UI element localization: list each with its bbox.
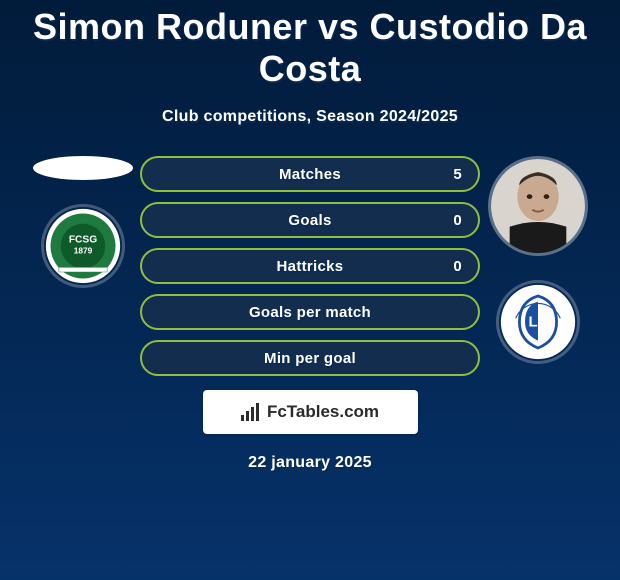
page-title: Simon Roduner vs Custodio Da Costa [0,6,620,90]
stat-label: Goals per match [249,304,371,321]
stat-label: Matches [279,166,341,183]
stat-row-matches: Matches 5 [140,156,480,192]
brand-text: FcTables.com [241,402,379,422]
club-right-logo: LS [496,280,580,364]
stat-row-goals-per-match: Goals per match [140,294,480,330]
club-left-logo: FCSG 1879 [41,204,125,288]
player-left-avatar-placeholder [33,156,133,180]
stat-row-goals: Goals 0 [140,202,480,238]
stats-column: Matches 5 Goals 0 Hattricks 0 Goals per … [140,156,480,472]
stat-row-min-per-goal: Min per goal [140,340,480,376]
stat-label: Goals [288,212,331,229]
stat-label: Hattricks [277,258,344,275]
right-player-column: LS [480,156,595,364]
svg-text:FCSG: FCSG [68,234,96,245]
person-icon [491,156,585,256]
lausanne-icon: LS [499,280,577,364]
subtitle: Club competitions, Season 2024/2025 [162,108,458,126]
stat-label: Min per goal [264,350,356,367]
brand-label: FcTables.com [267,402,379,422]
brand-badge: FcTables.com [203,390,418,434]
fcsg-icon: FCSG 1879 [44,204,122,288]
stat-row-hattricks: Hattricks 0 [140,248,480,284]
bar-chart-icon [241,403,261,421]
svg-text:1879: 1879 [73,245,92,255]
stat-right-value: 5 [453,166,462,183]
infographic-container: Simon Roduner vs Custodio Da Costa Club … [0,0,620,580]
left-player-column: FCSG 1879 [25,156,140,288]
content-row: FCSG 1879 Matches 5 Goals 0 Hattricks [0,156,620,472]
stat-right-value: 0 [453,258,462,275]
player-right-avatar [488,156,588,256]
stat-right-value: 0 [453,212,462,229]
svg-text:LS: LS [528,315,547,331]
date: 22 january 2025 [248,454,372,472]
